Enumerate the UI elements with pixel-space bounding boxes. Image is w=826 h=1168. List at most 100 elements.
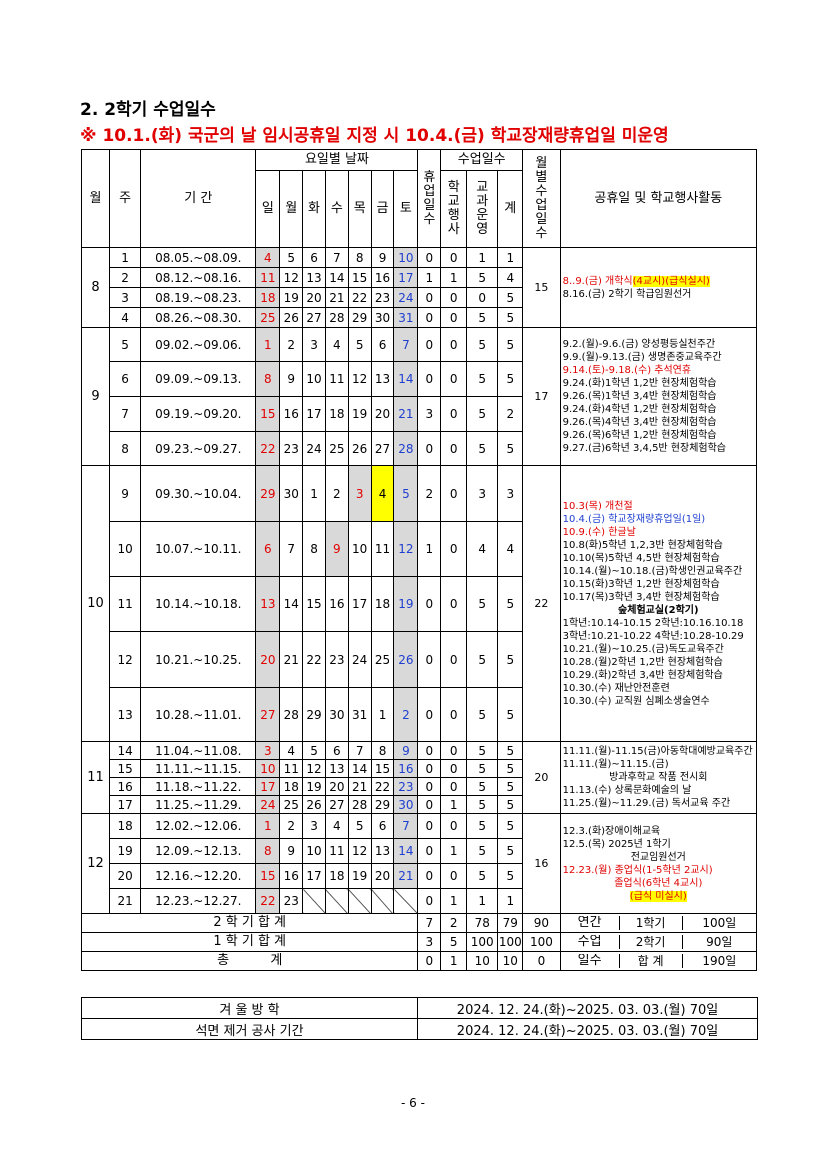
class-days-cell: 4 bbox=[466, 521, 499, 577]
week-period: 10.21.~10.25. bbox=[140, 631, 257, 688]
class-days-cell: 0 bbox=[417, 687, 442, 742]
class-days-cell: 1 bbox=[440, 267, 468, 288]
day-cell: 23 bbox=[393, 777, 419, 796]
table-row: 2 08.12.~08.16. 11 12 13 14 15 16 17 1 1 5 4 bbox=[82, 267, 757, 288]
day-cell bbox=[347, 888, 372, 914]
day-cell: 1 bbox=[255, 327, 281, 362]
day-cell: 12 bbox=[347, 361, 372, 397]
totals-label: 1 학 기 합 계 bbox=[80, 932, 419, 952]
class-days-cell: 5 bbox=[497, 327, 524, 362]
class-days-cell: 1 bbox=[440, 888, 468, 914]
event-text: 10.17(목)3학년 3,4반 현장체험학습 bbox=[562, 591, 720, 603]
class-days-cell: 5 bbox=[466, 838, 499, 864]
month-cell: 9 bbox=[80, 327, 111, 466]
header-weekday: 목 bbox=[347, 170, 372, 248]
event-line: 10.4.(금) 학교장재량휴업일(1일) bbox=[563, 513, 754, 526]
day-cell: 17 bbox=[302, 863, 326, 889]
totals-value: 5 bbox=[440, 932, 468, 952]
day-cell: 3 bbox=[255, 741, 281, 760]
day-cell: 26 bbox=[279, 307, 304, 328]
class-days-cell: 5 bbox=[497, 759, 524, 778]
event-line: 9.26.(목)1학년 3,4반 현장체험학습 bbox=[563, 390, 754, 403]
monthly-days-cell: 16 bbox=[522, 813, 561, 914]
day-cell: 19 bbox=[279, 287, 304, 308]
week-number: 4 bbox=[109, 307, 142, 328]
week-number: 7 bbox=[109, 396, 142, 432]
day-cell: 24 bbox=[255, 795, 281, 814]
event-line: 9.14.(토)-9.18.(수) 추석연휴 bbox=[563, 364, 754, 377]
day-cell: 12 bbox=[347, 838, 372, 864]
event-line: 8..9.(금) 개학식(4교시)(급식실시) bbox=[563, 275, 754, 288]
class-days-cell: 5 bbox=[466, 777, 499, 796]
table-row: 13 10.28.~11.01. 27 28 29 30 31 1 2 0 0 5 5 bbox=[82, 687, 757, 742]
day-cell: 25 bbox=[324, 431, 349, 466]
day-cell: 16 bbox=[370, 267, 395, 288]
vacation-period: 2024. 12. 24.(화)~2025. 03. 03.(월) 70일 bbox=[417, 1018, 758, 1040]
semester-label: 1학기 bbox=[619, 916, 683, 930]
vacation-label: 석면 제거 공사 기간 bbox=[81, 1018, 418, 1040]
event-text: (급식 미실시) bbox=[629, 890, 687, 902]
day-cell: 5 bbox=[279, 247, 304, 268]
monthly-days-cell: 22 bbox=[522, 465, 561, 742]
day-cell: 22 bbox=[255, 888, 281, 914]
annual-summary-table: 수업 2학기 90일 bbox=[561, 935, 755, 949]
class-days-cell: 0 bbox=[417, 247, 442, 268]
class-days-cell: 0 bbox=[440, 521, 468, 577]
day-cell: 26 bbox=[302, 795, 326, 814]
week-period: 12.02.~12.06. bbox=[140, 813, 257, 839]
event-text: 10.28.(월)2학년 1,2반 현장체험학습 bbox=[562, 656, 723, 668]
class-days-cell: 3 bbox=[417, 396, 442, 432]
day-cell: 16 bbox=[279, 863, 304, 889]
week-number: 16 bbox=[109, 777, 142, 796]
week-period: 09.23.~09.27. bbox=[140, 431, 257, 466]
day-cell: 30 bbox=[324, 687, 349, 742]
events-cell: 9.2.(월)-9.6.(금) 양성평등실천주간 9.9.(월)-9.13.(금)… bbox=[559, 327, 758, 466]
day-cell: 30 bbox=[279, 465, 304, 522]
class-days-cell: 0 bbox=[417, 759, 442, 778]
class-days-cell: 5 bbox=[497, 741, 524, 760]
event-line: 10.29.(화)2학년 3,4반 현장체험학습 bbox=[563, 669, 754, 682]
header-weekday: 토 bbox=[393, 170, 419, 248]
class-days-cell: 0 bbox=[440, 813, 468, 839]
day-cell: 21 bbox=[347, 777, 372, 796]
event-text: 10.29.(화)2학년 3,4반 현장체험학습 bbox=[562, 669, 723, 681]
event-text: 12.5.(목) 2025년 1학기 bbox=[562, 838, 671, 850]
class-days-cell: 5 bbox=[497, 777, 524, 796]
day-cell: 22 bbox=[302, 631, 326, 688]
event-text: 10.14.(월)~10.18.(금)학생인권교육주간 bbox=[562, 565, 743, 577]
annual-summary: 일수 합 계 190일 bbox=[559, 951, 758, 971]
day-cell: 20 bbox=[255, 631, 281, 688]
class-days-cell: 1 bbox=[440, 838, 468, 864]
header-weekday: 금 bbox=[370, 170, 395, 248]
week-period: 11.18.~11.22. bbox=[140, 777, 257, 796]
day-cell: 4 bbox=[370, 465, 395, 522]
class-days-cell: 5 bbox=[497, 307, 524, 328]
day-cell: 14 bbox=[279, 576, 304, 632]
class-days-cell: 5 bbox=[466, 759, 499, 778]
class-days-cell: 0 bbox=[440, 741, 468, 760]
class-days-cell: 3 bbox=[497, 465, 524, 522]
totals-value: 78 bbox=[466, 913, 499, 933]
event-line: 9.27.(금)6학년 3,4,5반 현장체험학습 bbox=[563, 442, 754, 455]
day-cell: 6 bbox=[302, 247, 326, 268]
week-number: 13 bbox=[109, 687, 142, 742]
class-days-cell: 5 bbox=[466, 741, 499, 760]
table-row: 15 11.11.~11.15. 10 11 12 13 14 15 16 0 0 5 5 bbox=[82, 759, 757, 778]
week-period: 12.09.~12.13. bbox=[140, 838, 257, 864]
class-days-cell: 0 bbox=[440, 327, 468, 362]
day-cell: 25 bbox=[255, 307, 281, 328]
day-cell: 3 bbox=[302, 327, 326, 362]
day-cell: 26 bbox=[347, 431, 372, 466]
day-cell: 2 bbox=[324, 465, 349, 522]
events-cell: 8..9.(금) 개학식(4교시)(급식실시) 8.16.(금) 2학기 학급임원… bbox=[559, 247, 758, 328]
section-heading: 2. 2학기 수업일수 bbox=[80, 100, 216, 120]
totals-label: 2 학 기 합 계 bbox=[80, 913, 419, 933]
day-cell: 14 bbox=[347, 759, 372, 778]
day-cell: 5 bbox=[302, 741, 326, 760]
day-cell: 9 bbox=[324, 521, 349, 577]
event-line: 9.2.(월)-9.6.(금) 양성평등실천주간 bbox=[563, 338, 754, 351]
month-cell: 11 bbox=[80, 741, 111, 814]
event-line: 9.26.(목)4학년 3,4반 현장체험학습 bbox=[563, 416, 754, 429]
class-days-cell: 5 bbox=[466, 687, 499, 742]
